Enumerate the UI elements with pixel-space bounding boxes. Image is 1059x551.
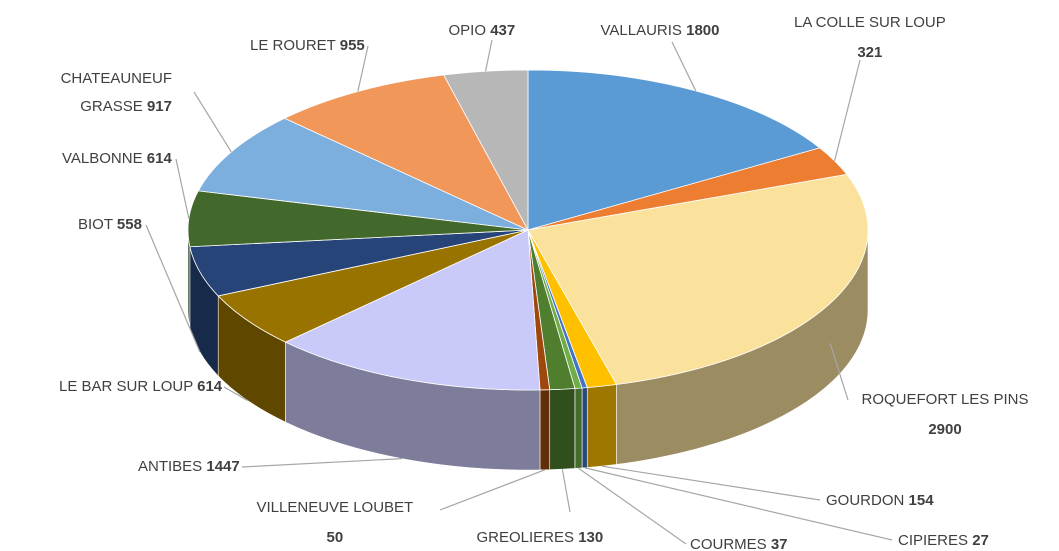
data-label: BIOT 558 [78,210,142,240]
slice [284,229,541,391]
label-value: 614 [146,150,172,167]
label-name: GOURDON [826,492,905,509]
leader-line [145,224,201,353]
data-label: VALBONNE 614 [62,144,172,174]
label-name: BIOT [78,216,113,233]
label-name: COURMES [690,536,767,551]
data-label: ROQUEFORT LES PINS 2900 [862,385,1029,445]
label-value: 130 [578,529,604,546]
label-value: 614 [197,378,223,395]
data-label: OPIO 437 [449,16,516,46]
slice-side [539,389,551,471]
label-name: OPIO [448,22,487,39]
slice [527,173,869,385]
label-name: LA COLLE SUR LOUP [794,14,946,31]
slice [527,69,821,231]
slice-side [549,388,576,470]
slice-side [574,387,583,469]
leader-line [357,45,369,92]
leader-line [601,465,821,501]
data-label: LE BAR SUR LOUP 614 [59,372,222,402]
data-label: LA COLLE SUR LOUP 321 [794,8,946,68]
data-label: ANTIBES 1447 [138,452,240,482]
label-value: 27 [972,532,989,549]
label-name: VALLAURIS [600,22,682,39]
data-label: LE ROURET 955 [250,31,365,61]
slice-side [586,384,617,468]
slice-side [581,387,588,469]
label-value: 50 [326,529,344,546]
leader-line [439,469,546,511]
label-value: 955 [339,37,365,54]
label-name: VILLENEUVE LOUBET [256,499,414,516]
data-label: GREOLIERES 130 [477,523,604,551]
label-value: 1800 [686,22,720,39]
label-value: 917 [146,98,172,115]
data-label: COURMES 37 [690,530,788,551]
slice [283,74,529,231]
leader-line [561,469,571,513]
slice [443,69,529,231]
label-name: LE BAR SUR LOUP [59,378,193,395]
label-value: 37 [770,536,788,551]
label-name: CIPIERES [898,532,969,549]
leader-line [829,343,849,401]
label-name: VALBONNE [62,150,143,167]
label-name: GREOLIERES [476,529,575,546]
label-name: LE ROURET [250,37,336,54]
label-value: 2900 [928,421,962,438]
data-label: VALLAURIS 1800 [601,16,720,46]
leader-line [671,41,697,92]
leader-line [241,458,403,468]
leader-line [223,386,248,401]
data-label: CIPIERES 27 [898,526,989,551]
data-label: CHATEAUNEUF GRASSE 917 [42,65,172,121]
label-value: 321 [857,44,883,61]
leader-line [175,158,190,219]
label-value: 437 [490,22,516,39]
leader-line [834,59,861,161]
label-value: 154 [908,492,934,509]
data-label: VILLENEUVE LOUBET 50 [257,493,414,551]
label-name: ANTIBES [138,458,203,475]
label-name: CHATEAUNEUF GRASSE [60,70,172,115]
leader-line [584,467,893,541]
data-label: GOURDON 154 [826,486,934,516]
leader-line [578,467,687,545]
label-value: 1447 [206,458,240,475]
label-value: 558 [116,216,142,233]
label-name: ROQUEFORT LES PINS [861,391,1029,408]
leader-line [193,91,232,153]
leader-line [484,39,493,72]
